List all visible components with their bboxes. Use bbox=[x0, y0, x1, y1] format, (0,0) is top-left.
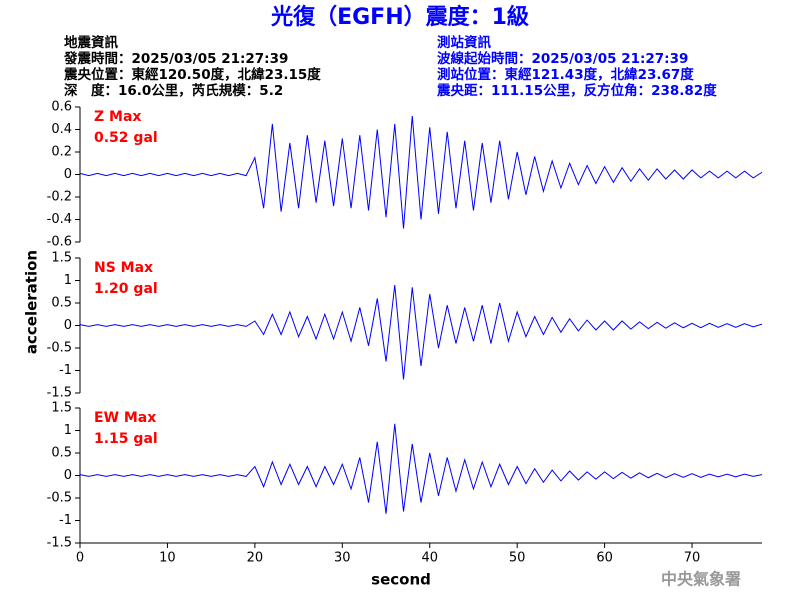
x-tick-label: 0 bbox=[76, 551, 84, 566]
y-tick-label: -0.5 bbox=[47, 491, 72, 506]
right-info: 波線起始時間：2025/03/05 21:27:39 bbox=[437, 50, 688, 67]
left-info: 地震資訊 bbox=[64, 34, 118, 51]
y-tick-label: -0.2 bbox=[47, 190, 72, 205]
y-tick-label: 0.4 bbox=[51, 122, 72, 137]
waveform bbox=[79, 423, 763, 514]
annotation: EW Max bbox=[94, 410, 156, 426]
right-info: 測站位置：東經121.43度，北緯23.67度 bbox=[437, 66, 694, 83]
y-tick-label: 0 bbox=[64, 318, 72, 333]
y-tick-label: 0.5 bbox=[51, 296, 72, 311]
y-tick-label: -1.5 bbox=[47, 386, 72, 401]
left-info: 震央位置：東經120.50度，北緯23.15度 bbox=[63, 66, 321, 83]
y-tick-label: -0.4 bbox=[47, 212, 72, 227]
x-tick-label: 60 bbox=[596, 551, 613, 566]
y-axis-label: acceleration bbox=[23, 250, 41, 354]
annotation: 0.52 gal bbox=[94, 130, 158, 146]
y-tick-label: -1 bbox=[59, 513, 72, 528]
y-tick-label: 1.5 bbox=[51, 251, 72, 266]
x-tick-label: 70 bbox=[684, 551, 701, 566]
x-tick-label: 30 bbox=[334, 551, 351, 566]
y-tick-label: -0.5 bbox=[47, 341, 72, 356]
waveform bbox=[79, 115, 763, 229]
x-tick-label: 20 bbox=[247, 551, 264, 566]
waveform bbox=[79, 284, 763, 380]
left-info: 深 度：16.0公里，芮氏規模：5.2 bbox=[64, 82, 283, 99]
right-info: 測站資訊 bbox=[437, 34, 491, 51]
y-tick-label: 1 bbox=[64, 273, 72, 288]
left-info: 發震時間：2025/03/05 21:27:39 bbox=[63, 50, 288, 67]
x-tick-label: 50 bbox=[509, 551, 526, 566]
footer: 中央氣象署 bbox=[661, 570, 741, 589]
annotation: 1.20 gal bbox=[94, 281, 158, 297]
y-tick-label: 0.6 bbox=[51, 100, 72, 115]
y-tick-label: -1 bbox=[59, 363, 72, 378]
x-tick-label: 10 bbox=[159, 551, 176, 566]
x-axis-label: second bbox=[371, 571, 431, 589]
y-tick-label: 0 bbox=[64, 468, 72, 483]
chart-title: 光復（EGFH）震度：1級 bbox=[270, 4, 529, 30]
annotation: 1.15 gal bbox=[94, 431, 158, 447]
annotation: NS Max bbox=[94, 260, 153, 276]
y-tick-label: 0.2 bbox=[51, 145, 72, 160]
y-tick-label: 0 bbox=[64, 167, 72, 182]
right-info: 震央距：111.15公里，反方位角：238.82度 bbox=[436, 82, 717, 99]
y-tick-label: 1 bbox=[64, 423, 72, 438]
y-tick-label: 1.5 bbox=[51, 401, 72, 416]
x-tick-label: 40 bbox=[421, 551, 438, 566]
y-tick-label: -1.5 bbox=[47, 536, 72, 551]
annotation: Z Max bbox=[94, 109, 141, 125]
y-tick-label: -0.6 bbox=[47, 235, 72, 250]
y-tick-label: 0.5 bbox=[51, 446, 72, 461]
